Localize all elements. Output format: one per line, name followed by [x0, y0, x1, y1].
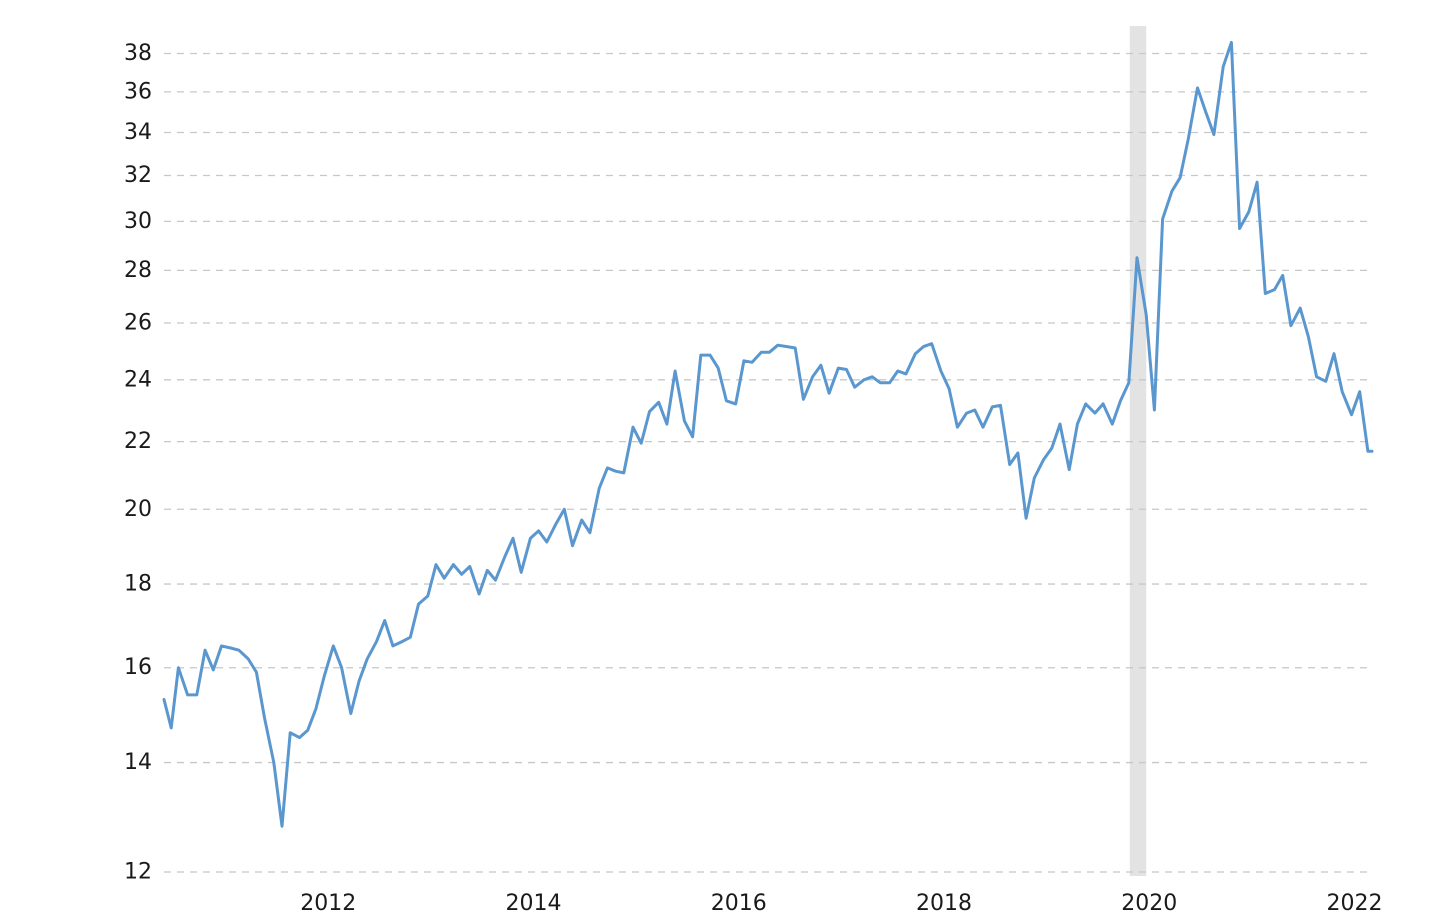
- gridlines: [164, 52, 1372, 873]
- y-tick-label: 26: [124, 310, 152, 335]
- x-tick-label: 2016: [711, 891, 767, 916]
- y-tick-label: 32: [124, 163, 152, 188]
- x-tick-label: 2012: [300, 891, 356, 916]
- y-axis-ticks: 12 14 16 18 20 22 24 26 28 30 32 34 36 38: [124, 41, 152, 885]
- x-tick-label: 2020: [1121, 891, 1177, 916]
- x-tick-label: 2014: [505, 891, 561, 916]
- recession-bands: [1129, 26, 1147, 876]
- y-tick-label: 30: [124, 209, 152, 234]
- y-tick-label: 38: [124, 41, 152, 66]
- x-axis-ticks: 2012 2014 2016 2018 2020 2022: [300, 891, 1382, 916]
- y-tick-label: 14: [124, 750, 152, 775]
- x-tick-label: 2022: [1327, 891, 1383, 916]
- y-tick-label: 24: [124, 367, 152, 392]
- y-tick-label: 34: [124, 120, 152, 145]
- y-tick-label: 22: [124, 429, 152, 454]
- y-tick-label: 28: [124, 258, 152, 283]
- x-tick-label: 2018: [916, 891, 972, 916]
- y-tick-label: 20: [124, 497, 152, 522]
- recession-band: [1129, 26, 1147, 876]
- y-tick-label: 16: [124, 655, 152, 680]
- y-tick-label: 18: [124, 572, 152, 597]
- y-tick-label: 12: [124, 860, 152, 885]
- y-tick-label: 36: [124, 79, 152, 104]
- series-line: [162, 40, 1374, 828]
